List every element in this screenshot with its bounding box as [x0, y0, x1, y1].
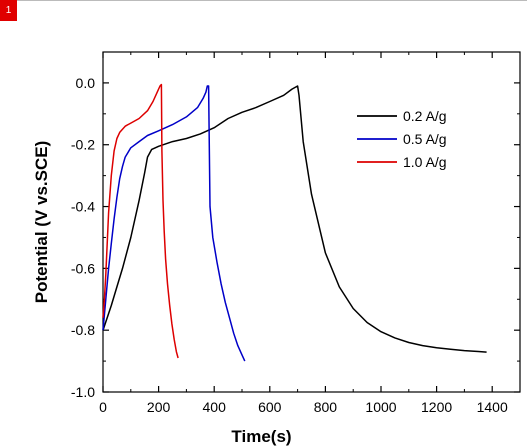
- y-tick-label: -0.6: [71, 260, 95, 276]
- y-tick-label: -0.2: [71, 137, 95, 153]
- x-tick-label: 200: [147, 399, 171, 415]
- series-group: [102, 83, 487, 362]
- plot-area-border: [102, 51, 521, 393]
- x-tick-label: 400: [203, 399, 227, 415]
- x-axis: 0 200 400 600 800 1000 1200 1400: [99, 52, 508, 415]
- y-tick-label: -0.8: [71, 322, 95, 338]
- series-line-0-2-A-g: [102, 85, 487, 353]
- x-tick-label: 800: [314, 399, 338, 415]
- y-tick-label: -1.0: [71, 384, 95, 400]
- x-tick-label: 1000: [365, 399, 396, 415]
- legend-label: 0.5 A/g: [403, 131, 447, 147]
- legend-label: 1.0 A/g: [403, 154, 447, 170]
- y-axis-title: Potential (V vs.SCE): [32, 141, 51, 303]
- figure-badge: 1: [0, 0, 17, 21]
- top-divider: [17, 0, 527, 1]
- series-line-0-5-A-g: [102, 85, 246, 362]
- series-line-1-0-A-g: [102, 83, 179, 359]
- y-tick-label: 0.0: [76, 75, 96, 91]
- y-tick-label: -0.4: [71, 199, 95, 215]
- x-axis-title: Time(s): [231, 427, 291, 446]
- x-tick-label: 1400: [477, 399, 508, 415]
- legend: 0.2 A/g 0.5 A/g 1.0 A/g: [357, 108, 447, 170]
- x-tick-label: 0: [99, 399, 107, 415]
- x-tick-label: 1200: [421, 399, 452, 415]
- x-tick-label: 600: [258, 399, 282, 415]
- y-axis: 0.0 -0.2 -0.4 -0.6 -0.8 -1.0: [71, 75, 520, 400]
- legend-label: 0.2 A/g: [403, 108, 447, 124]
- plot-frame: [102, 51, 521, 393]
